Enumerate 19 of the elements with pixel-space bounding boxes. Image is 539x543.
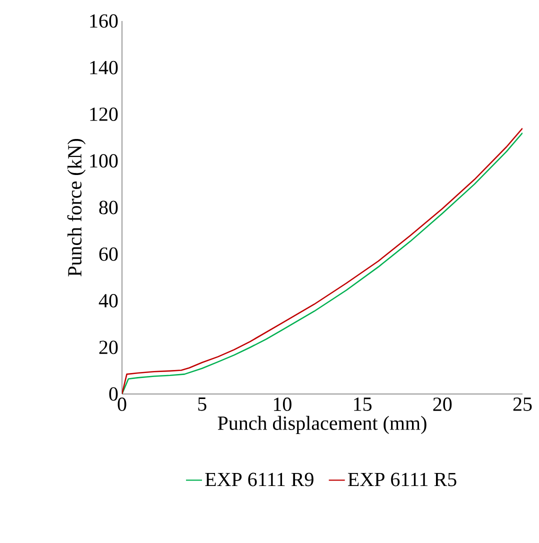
y-tick-label: 100 [90, 154, 118, 168]
y-tick-label: 160 [90, 14, 118, 28]
y-tick-label: 40 [98, 294, 118, 308]
y-tick-label: 20 [99, 340, 118, 354]
legend-label: EXP 6111 R5 [348, 472, 456, 486]
y-tick-label: 80 [99, 200, 118, 214]
x-tick-label: 10 [274, 398, 292, 412]
x-tick-label: 20 [433, 398, 452, 412]
y-tick-label: 140 [90, 60, 118, 74]
x-tick-label: 15 [354, 398, 372, 411]
y-tick-label: 120 [90, 108, 118, 121]
y-tick-label: 0 [109, 387, 118, 401]
y-tick-label: 60 [99, 247, 118, 261]
x-tick-label: 25 [513, 398, 532, 411]
y-axis-title: Punch force (kN) [67, 138, 86, 276]
x-axis-title: Punch displacement (mm) [218, 416, 426, 434]
legend-label: EXP 6111 R9 [205, 472, 314, 486]
x-tick-label: 0 [118, 398, 126, 412]
x-tick-label: 5 [198, 398, 206, 411]
